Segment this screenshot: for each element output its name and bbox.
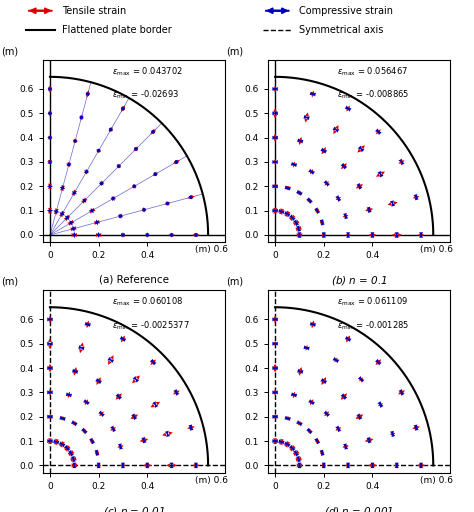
X-axis label: (b) $n$ = 0.1: (b) $n$ = 0.1 (331, 274, 387, 287)
Text: Compressive strain: Compressive strain (299, 6, 392, 16)
Text: (m) 0.6: (m) 0.6 (420, 245, 453, 254)
Y-axis label: (m): (m) (1, 46, 18, 56)
Text: (m) 0.6: (m) 0.6 (420, 476, 453, 484)
Text: $\varepsilon_{\mathrm{min}}$ = -0.0025377: $\varepsilon_{\mathrm{min}}$ = -0.002537… (112, 319, 190, 332)
Text: $\varepsilon_{\mathrm{max}}$ = 0.056467: $\varepsilon_{\mathrm{max}}$ = 0.056467 (337, 65, 408, 78)
Text: $\varepsilon_{\mathrm{min}}$ = -0.001285: $\varepsilon_{\mathrm{min}}$ = -0.001285 (337, 319, 410, 332)
Text: Flattened plate border: Flattened plate border (62, 25, 172, 35)
Y-axis label: (m): (m) (1, 276, 18, 287)
Text: Symmetrical axis: Symmetrical axis (299, 25, 383, 35)
Text: $\varepsilon_{\mathrm{min}}$ = -0.02693: $\varepsilon_{\mathrm{min}}$ = -0.02693 (112, 89, 179, 101)
Text: $\varepsilon_{\mathrm{min}}$ = -0.008865: $\varepsilon_{\mathrm{min}}$ = -0.008865 (337, 89, 410, 101)
Y-axis label: (m): (m) (227, 276, 244, 287)
X-axis label: (a) Reference: (a) Reference (99, 274, 169, 284)
Y-axis label: (m): (m) (227, 46, 244, 56)
Text: $\varepsilon_{\mathrm{max}}$ = 0.060108: $\varepsilon_{\mathrm{max}}$ = 0.060108 (112, 295, 183, 308)
Text: $\varepsilon_{\mathrm{max}}$ = 0.061109: $\varepsilon_{\mathrm{max}}$ = 0.061109 (337, 295, 409, 308)
Text: (m) 0.6: (m) 0.6 (195, 476, 228, 484)
Text: $\varepsilon_{\mathrm{max}}$ = 0.043702: $\varepsilon_{\mathrm{max}}$ = 0.043702 (112, 65, 183, 78)
X-axis label: (c) $n$ = 0.01: (c) $n$ = 0.01 (103, 505, 165, 512)
Text: (m) 0.6: (m) 0.6 (195, 245, 228, 254)
X-axis label: (d) $n$ = 0.001: (d) $n$ = 0.001 (324, 505, 394, 512)
Text: Tensile strain: Tensile strain (62, 6, 126, 16)
